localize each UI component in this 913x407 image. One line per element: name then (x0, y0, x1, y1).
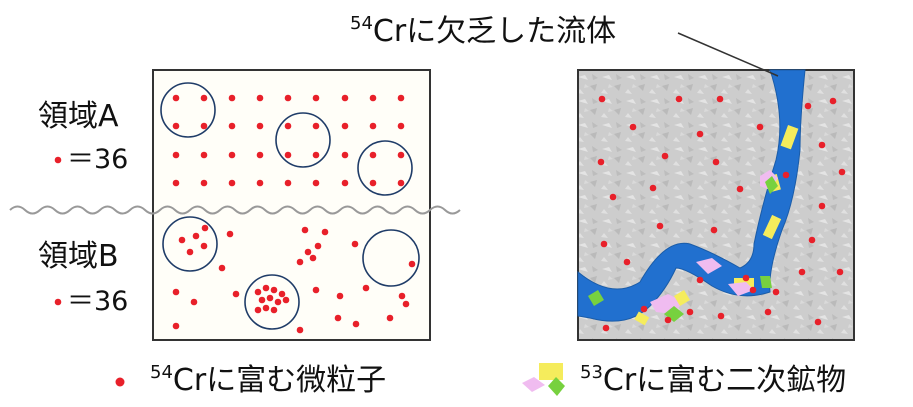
region-a-dot (54, 156, 62, 164)
region-a-particles (172, 94, 405, 187)
region-a-circle-1 (160, 82, 216, 138)
rock-particles (597, 95, 846, 332)
legend-particle-text: Crに富む微粒子 (172, 363, 387, 398)
fluid-label-leader (677, 32, 779, 77)
region-b-circle-1 (162, 216, 218, 272)
region-b-circle-2 (362, 229, 420, 287)
region-divider-wave (9, 205, 461, 215)
legend-mineral-sup: 53 (580, 362, 603, 383)
fluid-label-text: Crに欠乏した流体 (372, 14, 617, 49)
region-a-count: ＝36 (67, 144, 129, 175)
legend-mineral-label: 53Crに富む二次鉱物 (580, 363, 847, 398)
fluid-label: 54Crに欠乏した流体 (350, 14, 617, 49)
secondary-minerals (588, 124, 799, 326)
legend-particle-label: 54Crに富む微粒子 (150, 363, 387, 398)
fluid-label-sup: 54 (350, 13, 373, 34)
region-a-circle-3 (357, 140, 413, 196)
region-b-particles (172, 224, 416, 334)
legend-particle-marker (115, 377, 125, 387)
region-a-circle-2 (275, 112, 331, 168)
legend-particle-sup: 54 (150, 362, 173, 383)
legend-mineral-text: Crに富む二次鉱物 (602, 363, 847, 398)
region-a-label: 領域A (38, 99, 119, 134)
legend-mineral-marker (522, 363, 565, 396)
region-b-label: 領域B (38, 239, 119, 274)
region-b-count: ＝36 (67, 286, 129, 317)
region-b-circle-3 (244, 274, 300, 330)
region-b-dot (54, 298, 62, 306)
